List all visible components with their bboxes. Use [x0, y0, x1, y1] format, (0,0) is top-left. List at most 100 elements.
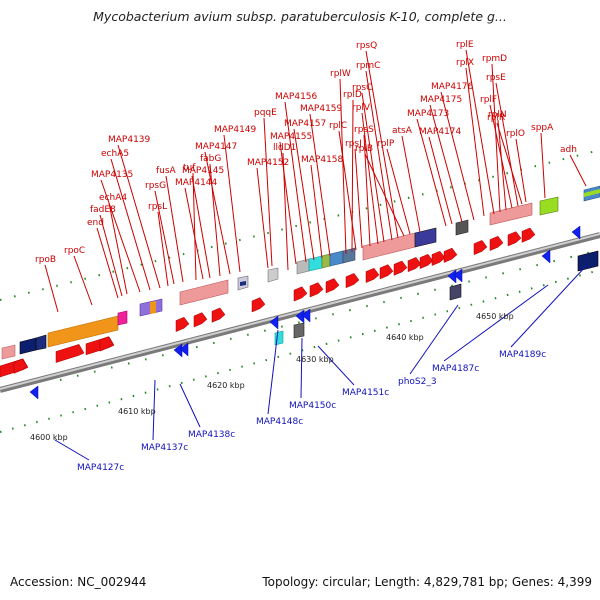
forward-gene-arrow[interactable] — [431, 250, 446, 266]
gene-label-rplc[interactable]: rplC — [329, 121, 347, 131]
gene-label-map4174[interactable]: MAP4174 — [419, 127, 462, 137]
forward-gene-arrow[interactable] — [443, 247, 458, 263]
gene-label-rplv[interactable]: rplV — [352, 103, 371, 113]
gene-label-rplr[interactable]: rplR — [487, 113, 505, 123]
gene-label-map4152[interactable]: MAP4152 — [247, 158, 289, 168]
leader-line — [465, 67, 485, 217]
gene-label-pqqe[interactable]: pqqE — [254, 108, 277, 118]
gene-label-map4145[interactable]: MAP4145 — [182, 166, 224, 176]
reverse-gene-arrow[interactable] — [301, 308, 311, 323]
forward-gene-arrow[interactable] — [365, 267, 380, 283]
gene-label-rplp[interactable]: rplP — [377, 139, 395, 149]
gene-label-rpsc[interactable]: rpsC — [352, 83, 372, 93]
gene-label-map4137c[interactable]: MAP4137c — [141, 443, 188, 453]
kbp-label: 4600 kbp — [30, 433, 68, 442]
gene-label-map4149[interactable]: MAP4149 — [214, 125, 257, 135]
reverse-gene-arrow[interactable] — [269, 315, 279, 330]
forward-gene-arrow[interactable] — [193, 312, 208, 328]
gene-label-map4158[interactable]: MAP4158 — [301, 155, 344, 165]
gene-label-rpln[interactable]: rplN — [488, 110, 507, 120]
gene-label-rplf[interactable]: rplF — [480, 95, 497, 105]
forward-gene-arrow[interactable] — [293, 286, 308, 302]
gene-label-map4135[interactable]: MAP4135 — [91, 170, 133, 180]
gene-label-end[interactable]: end — [87, 218, 104, 228]
gene-label-rpld[interactable]: rplD — [343, 90, 362, 100]
gene-label-sppa[interactable]: sppA — [531, 123, 554, 133]
gene-label-rpsq[interactable]: rpsQ — [356, 41, 377, 51]
gene-label-adh[interactable]: adh — [560, 145, 577, 155]
reverse-gene-arrow[interactable] — [179, 342, 189, 357]
forward-gene-arrow[interactable] — [379, 264, 394, 280]
gene-label-rpoc[interactable]: rpoC — [64, 246, 85, 256]
gene-label-phos2_3[interactable]: phoS2_3 — [398, 377, 437, 387]
forward-gene-arrow[interactable] — [99, 336, 114, 352]
gene-label-rplb[interactable]: rplB — [355, 144, 373, 154]
gene-label-tuf[interactable]: tuf — [183, 163, 196, 173]
forward-gene-arrow[interactable] — [309, 282, 324, 298]
leader-line — [364, 153, 405, 237]
gene-label-fusa[interactable]: fusA — [156, 166, 177, 176]
reverse-gene-arrow[interactable] — [571, 225, 581, 240]
forward-gene-arrow[interactable] — [211, 307, 226, 323]
forward-gene-arrow[interactable] — [13, 358, 28, 374]
gene-label-map4175[interactable]: MAP4175 — [420, 95, 462, 105]
gene-label-map4155[interactable]: MAP4155 — [270, 132, 312, 142]
gene-label-fade8[interactable]: fadE8 — [90, 205, 116, 215]
forward-gene-arrow[interactable] — [521, 227, 536, 243]
reverse-gene-arrow[interactable] — [453, 268, 463, 283]
gene-label-rplo[interactable]: rplO — [506, 129, 525, 139]
gene-label-map4139[interactable]: MAP4139 — [108, 135, 151, 145]
gene-label-map4173[interactable]: MAP4173 — [407, 109, 449, 119]
gene-label-map4127c[interactable]: MAP4127c — [77, 463, 124, 473]
forward-gene-arrow[interactable] — [393, 260, 408, 276]
leader-line — [96, 227, 119, 299]
gene-label-rpmc[interactable]: rpmC — [356, 61, 380, 71]
reverse-gene-arrow[interactable] — [29, 385, 39, 400]
gene-label-rpmd[interactable]: rpmD — [482, 54, 507, 64]
forward-gene-arrow[interactable] — [419, 253, 434, 270]
gene-label-rple[interactable]: rplE — [456, 40, 474, 50]
gene-label-map4176[interactable]: MAP4176 — [431, 82, 474, 92]
gene-label-map4187c[interactable]: MAP4187c — [432, 364, 479, 374]
gene-label-rpss[interactable]: rpsS — [354, 125, 374, 135]
gene-label-map4148c[interactable]: MAP4148c — [256, 417, 303, 427]
gene-label-lldd1[interactable]: lldD1 — [273, 143, 296, 153]
gene-label-rplx[interactable]: rplX — [456, 58, 474, 68]
gene-label-atsa[interactable]: atsA — [392, 126, 413, 136]
gene-label-map4150c[interactable]: MAP4150c — [289, 401, 336, 411]
gene-label-map4156[interactable]: MAP4156 — [275, 92, 318, 102]
forward-gene-arrow[interactable] — [507, 231, 522, 247]
reverse-gene-arrow[interactable] — [541, 249, 551, 264]
gene-label-fabg[interactable]: fabG — [200, 154, 221, 164]
genome-summary: Topology: circular; Length: 4,829,781 bp… — [262, 575, 592, 589]
leader-line — [300, 337, 303, 399]
forward-gene-arrow[interactable] — [407, 257, 422, 273]
leader-line — [256, 167, 269, 269]
gene-label-map4189c[interactable]: MAP4189c — [499, 350, 546, 360]
gene-label-map4151c[interactable]: MAP4151c — [342, 388, 389, 398]
gene-label-echa4[interactable]: echA4 — [99, 193, 127, 203]
forward-gene-arrow[interactable] — [251, 297, 266, 313]
gene-label-rpsg[interactable]: rpsG — [145, 181, 166, 191]
forward-gene-arrow[interactable] — [55, 344, 85, 363]
gene-label-rplw[interactable]: rplW — [330, 69, 351, 79]
gene-label-map4138c[interactable]: MAP4138c — [188, 430, 235, 440]
gene-label-map4144[interactable]: MAP4144 — [175, 178, 218, 188]
forward-gene-arrow[interactable] — [325, 278, 340, 294]
gene-label-rpsl[interactable]: rpsL — [148, 202, 167, 212]
gene-label-rpob[interactable]: rpoB — [35, 255, 56, 265]
leader-line — [540, 132, 546, 199]
forward-gene-arrow[interactable] — [175, 316, 190, 332]
gene-label-map4147[interactable]: MAP4147 — [195, 142, 237, 152]
gene-label-rpse[interactable]: rpsE — [486, 73, 506, 83]
leader-line — [339, 78, 347, 255]
leader-line — [354, 148, 363, 249]
forward-gene-arrow[interactable] — [345, 273, 360, 289]
gene-label-rpsj[interactable]: rpsJ — [345, 139, 362, 149]
forward-gene-arrow[interactable] — [489, 235, 504, 251]
forward-gene-arrow[interactable] — [473, 240, 488, 256]
gene-label-echa5[interactable]: echA5 — [101, 149, 129, 159]
gene-label-map4159[interactable]: MAP4159 — [300, 104, 343, 114]
gene-label-map4157[interactable]: MAP4157 — [284, 119, 326, 129]
